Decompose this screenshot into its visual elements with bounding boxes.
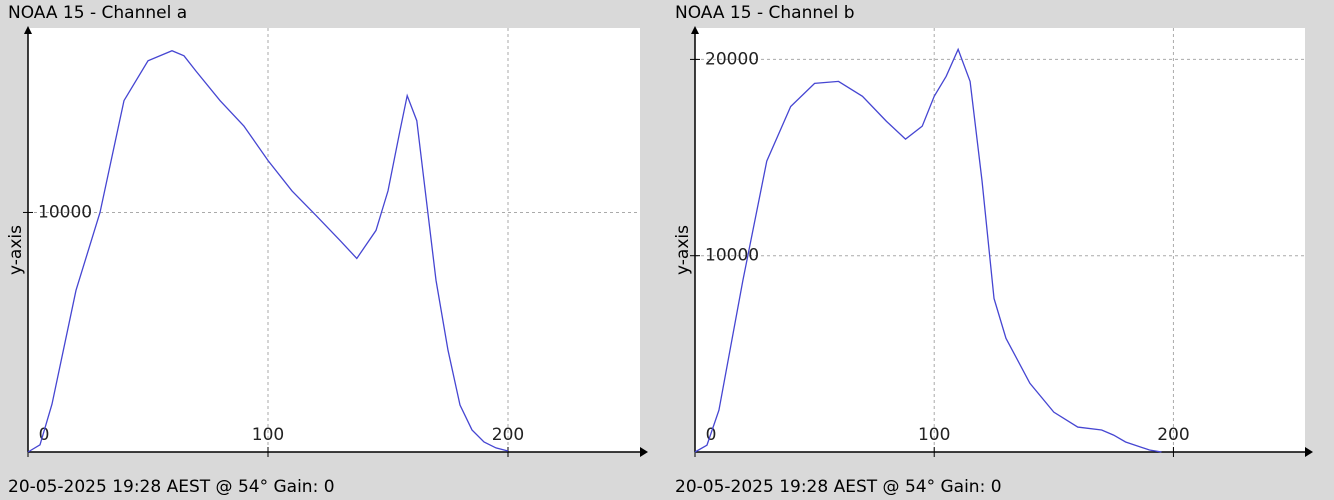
x-tick-label: 200 (492, 425, 524, 445)
y-tick-label: 10000 (705, 246, 759, 266)
y-axis-label: y-axis (6, 225, 26, 275)
chart-title: NOAA 15 - Channel a (8, 3, 187, 23)
chart-title: NOAA 15 - Channel b (675, 3, 855, 23)
plot-area (28, 28, 640, 452)
x-tick-label: 0 (39, 425, 50, 445)
y-axis-arrow (691, 26, 699, 34)
y-tick-label: 10000 (38, 202, 92, 222)
x-axis-arrow (1305, 447, 1313, 457)
x-tick-label: 100 (918, 425, 950, 445)
data-line (27, 50, 509, 453)
footer-status: 20-05-2025 19:28 AEST @ 54° Gain: 0 (8, 477, 335, 497)
data-line (694, 47, 1162, 453)
y-axis-label: y-axis (673, 225, 693, 275)
x-tick-label: 100 (252, 425, 284, 445)
footer-status: 20-05-2025 19:28 AEST @ 54° Gain: 0 (675, 477, 1002, 497)
x-tick-label: 200 (1157, 425, 1189, 445)
plot-area (695, 28, 1305, 452)
y-tick-label: 20000 (705, 49, 759, 69)
y-axis-arrow (24, 26, 32, 34)
x-axis-arrow (640, 447, 648, 457)
